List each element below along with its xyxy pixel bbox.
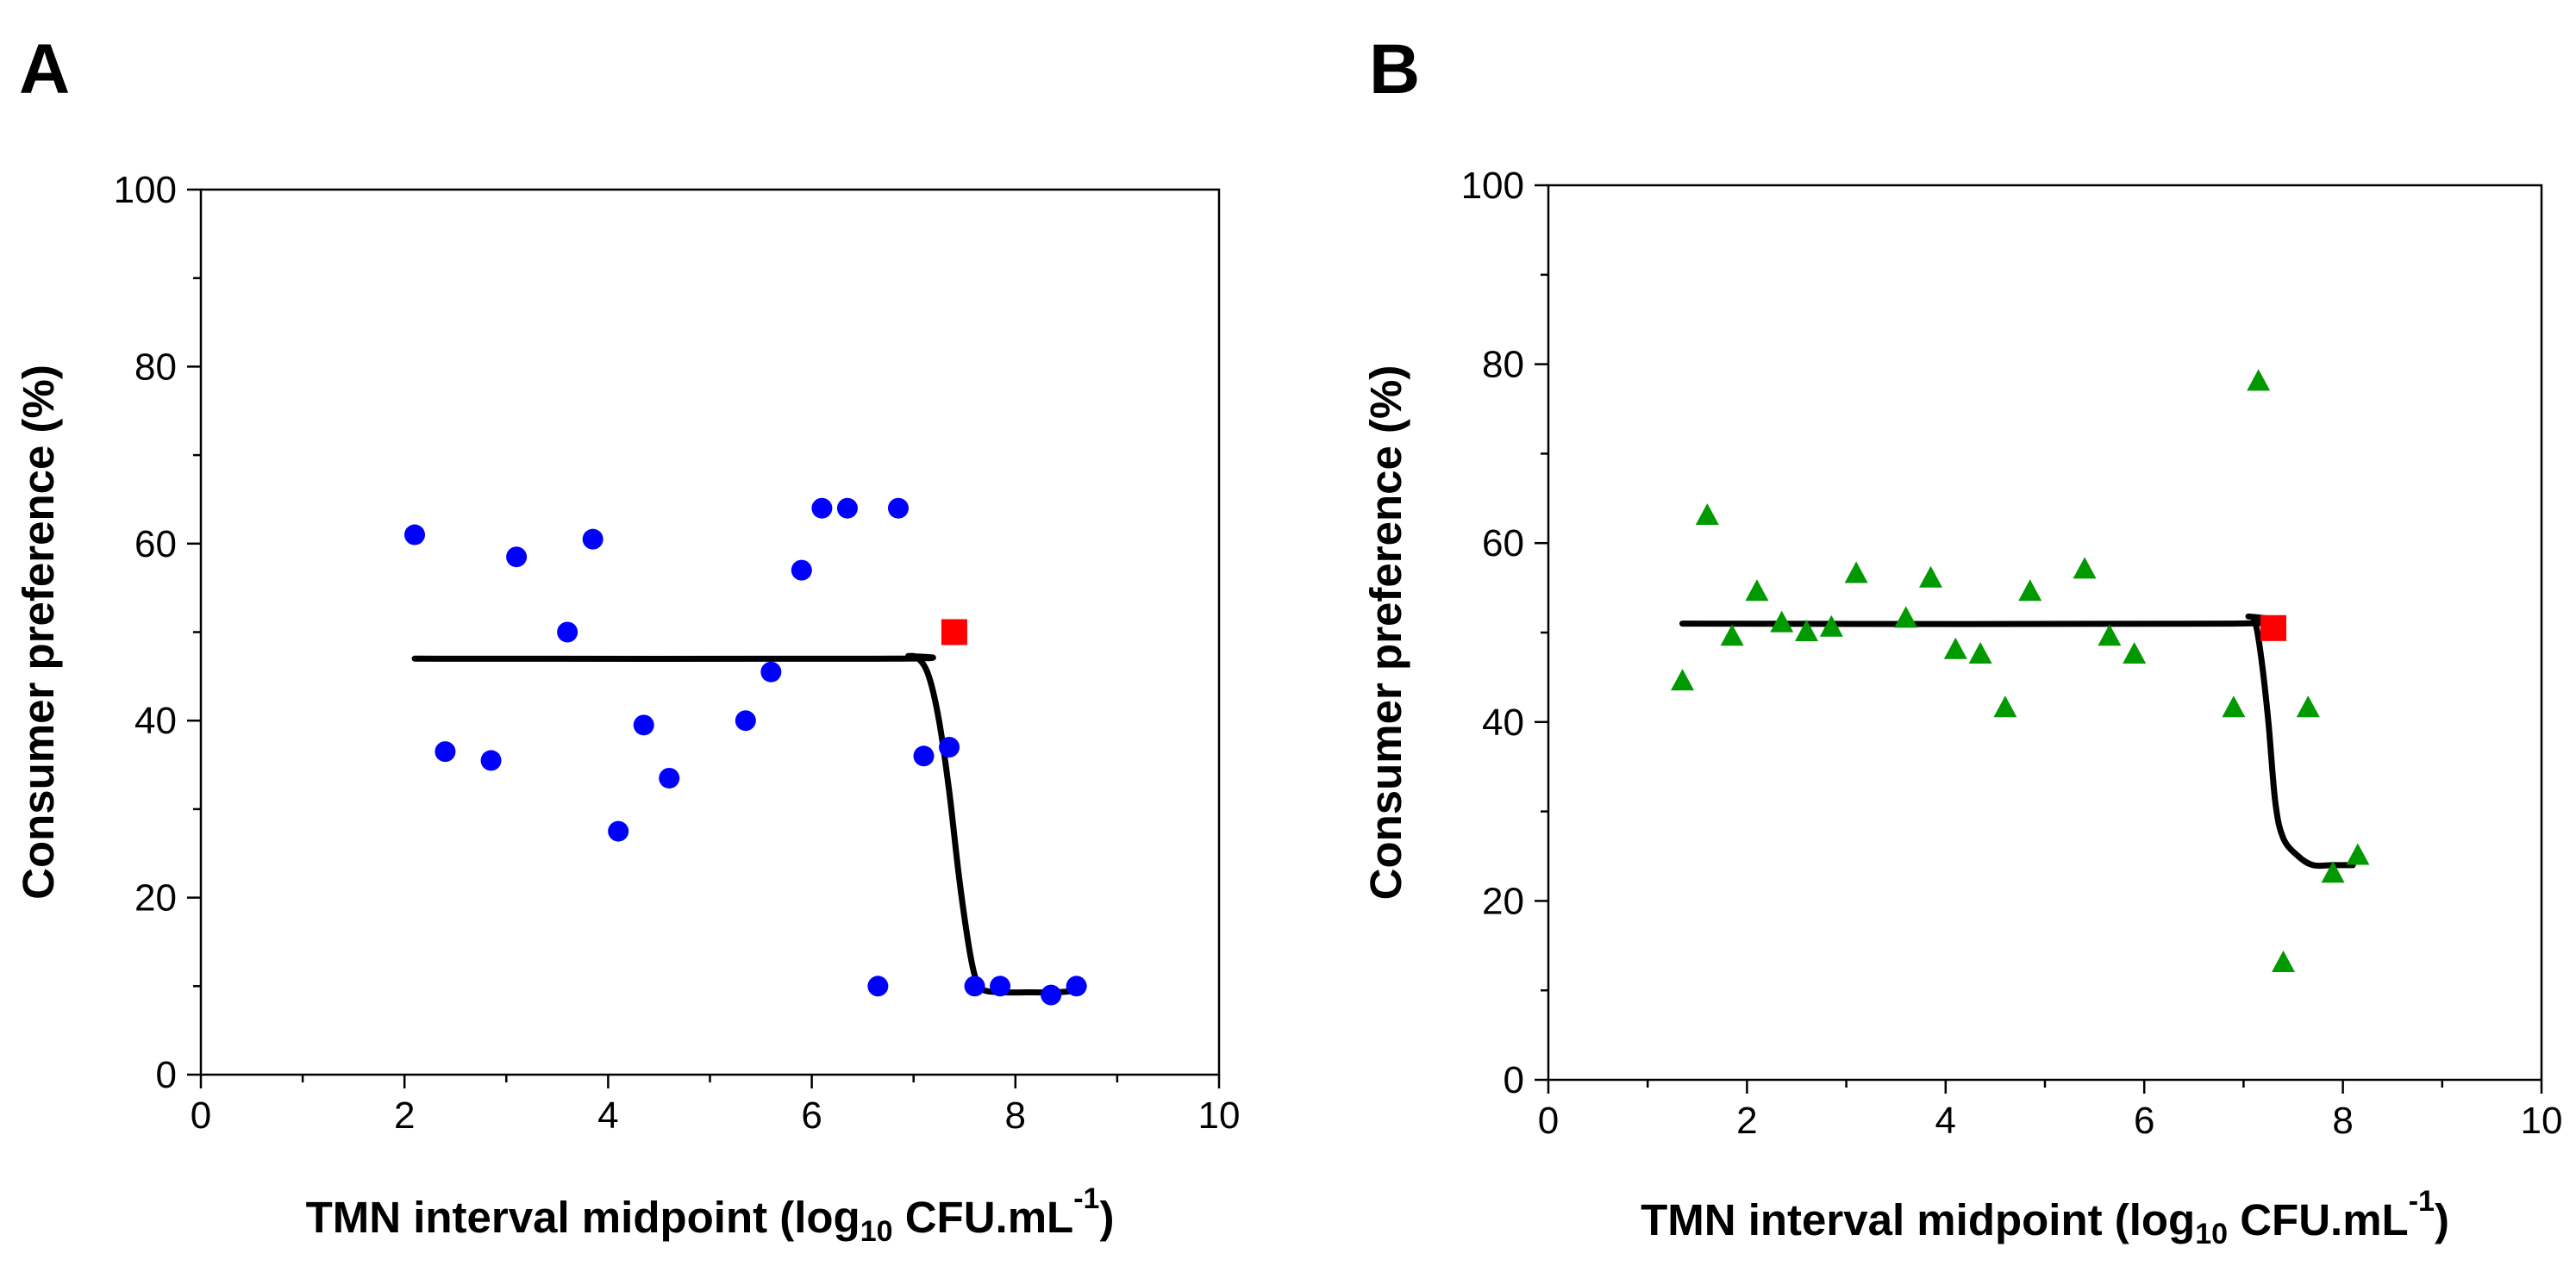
chart-b-data-point [1671, 669, 1695, 691]
chart-b-data-point [2346, 843, 2370, 865]
chart-a-data-point [1041, 984, 1062, 1006]
chart-a-data-point [760, 661, 782, 683]
chart-a-x-tick-label: 4 [597, 1094, 618, 1137]
chart-b-data-point [2098, 624, 2122, 646]
chart-b-y-tick-label: 0 [1504, 1059, 1524, 1101]
chart-a-data-point [811, 497, 833, 519]
chart-b-x-tick-label: 10 [2521, 1100, 2563, 1142]
chart-b-data-point [1770, 610, 1794, 633]
chart-a-data-point [867, 976, 889, 997]
chart-a-data-point [990, 976, 1011, 997]
chart-a-data-point [939, 737, 960, 758]
chart-a-data-point [633, 714, 654, 736]
chart-a-y-axis-title: Consumer preference (%) [14, 365, 63, 900]
chart-a-x-tick-label: 6 [801, 1094, 822, 1137]
chart-b-y-tick-label: 60 [1482, 522, 1524, 564]
chart-a: 0 20 40 60 80 100 0 2 4 6 8 10 Consumer preference (… [14, 169, 1240, 1248]
chart-b-data-point [1968, 641, 1992, 664]
chart-a-data-point [735, 710, 756, 732]
chart-b-x-tick-label: 2 [1736, 1100, 1757, 1142]
chart-a-plot-frame [199, 188, 1221, 1076]
chart-b-data-point [1844, 561, 1868, 583]
chart-a-x-axis-title-end: ) [1099, 1193, 1114, 1242]
chart-b-y-tick-label: 100 [1461, 165, 1524, 207]
chart-a-y-tick-label: 100 [114, 169, 177, 211]
chart-a-data-point [659, 767, 680, 789]
panel-b-letter: B [1369, 30, 1421, 109]
chart-a-x-axis-title: TMN interval midpoint (log10 CFU.mL-1) [306, 1182, 1115, 1248]
chart-a-highlight-square [941, 619, 967, 645]
chart-b-fit-curve [1679, 613, 2356, 870]
chart-b-data-point [1695, 503, 1719, 526]
chart-b-data-point [1745, 579, 1769, 602]
chart-a-x-tick-label: 10 [1198, 1094, 1241, 1137]
chart-a-y-tick-label: 20 [134, 877, 177, 920]
chart-b-data-point [2123, 641, 2147, 664]
panel-a-letter: A [19, 30, 71, 109]
chart-a-data-point [964, 976, 985, 997]
chart-b-data-point [1993, 695, 2017, 718]
chart-a-data-point [887, 497, 909, 519]
chart-b-data-point [1819, 614, 1843, 637]
chart-a-data-point [480, 750, 502, 771]
chart-a-x-tick-label: 2 [394, 1094, 415, 1137]
chart-b-data-point [2321, 861, 2345, 883]
chart-a-x-axis-title-main: TMN interval midpoint (log [306, 1193, 860, 1242]
chart-b: 0 20 40 60 80 100 0 2 4 6 8 10 Consumer preference (… [1361, 165, 2562, 1250]
chart-b-y-tick-label: 80 [1482, 344, 1524, 386]
chart-b-data-point [2073, 557, 2097, 579]
chart-b-highlight-square [2260, 614, 2286, 641]
chart-a-y-tick-label: 40 [134, 700, 177, 742]
chart-a-x-axis-title-rest: CFU.mL [893, 1193, 1074, 1242]
chart-b-data-point [1943, 637, 1967, 659]
chart-a-data-point [435, 741, 456, 763]
chart-a-data-point [791, 559, 812, 581]
chart-b-x-axis-title-sub: 10 [2195, 1218, 2228, 1250]
chart-a-x-axis-title-sup: -1 [1073, 1182, 1099, 1215]
chart-a-y-tick-label: 60 [134, 523, 177, 565]
chart-b-data-point [1919, 565, 1943, 588]
chart-b-x-tick-label: 0 [1538, 1100, 1559, 1142]
chart-b-y-tick-label: 40 [1482, 701, 1524, 744]
chart-b-x-tick-label: 8 [2332, 1100, 2353, 1142]
chart-b-data-point [1720, 624, 1744, 646]
chart-b-x-axis-title-rest: CFU.mL [2228, 1195, 2409, 1244]
chart-b-x-tick-label: 6 [2134, 1100, 2154, 1142]
chart-b-data-point [1894, 606, 1918, 628]
chart-b-x-axis-title-sup: -1 [2409, 1185, 2435, 1218]
chart-b-y-axis-title: Consumer preference (%) [1361, 365, 1410, 901]
chart-b-plot-frame [1547, 184, 2543, 1082]
chart-b-x-axis-title-main: TMN interval midpoint (log [1641, 1195, 2195, 1244]
chart-b-data-point [2222, 695, 2246, 718]
chart-b-x-tick-label: 4 [1935, 1100, 1956, 1142]
chart-a-x-axis-title-sub: 10 [860, 1215, 893, 1248]
chart-b-data-point [2271, 951, 2295, 973]
chart-a-y-tick-label: 0 [156, 1054, 177, 1096]
chart-a-y-tick-label: 80 [134, 346, 177, 388]
chart-a-data-point [913, 745, 935, 767]
chart-b-y-tick-label: 20 [1482, 880, 1524, 922]
chart-b-data-point [2247, 369, 2271, 391]
chart-b-x-axis-title: TMN interval midpoint (log10 CFU.mL-1) [1641, 1185, 2449, 1250]
chart-a-data-point [582, 528, 603, 550]
chart-b-data-point [2018, 579, 2042, 602]
chart-b-x-axis-title-end: ) [2435, 1195, 2449, 1244]
chart-a-data-point [608, 820, 629, 842]
chart-a-data-point [836, 497, 858, 519]
chart-a-data-point [1066, 976, 1087, 997]
chart-a-x-tick-label: 0 [191, 1094, 211, 1137]
chart-a-fit-curve [411, 652, 1080, 996]
chart-a-data-point [506, 546, 528, 568]
chart-a-x-tick-label: 8 [1005, 1094, 1026, 1137]
chart-b-data-point [1795, 620, 1819, 641]
chart-a-data-point [404, 524, 426, 546]
chart-b-data-point [2296, 695, 2320, 718]
chart-a-data-point [557, 621, 578, 643]
